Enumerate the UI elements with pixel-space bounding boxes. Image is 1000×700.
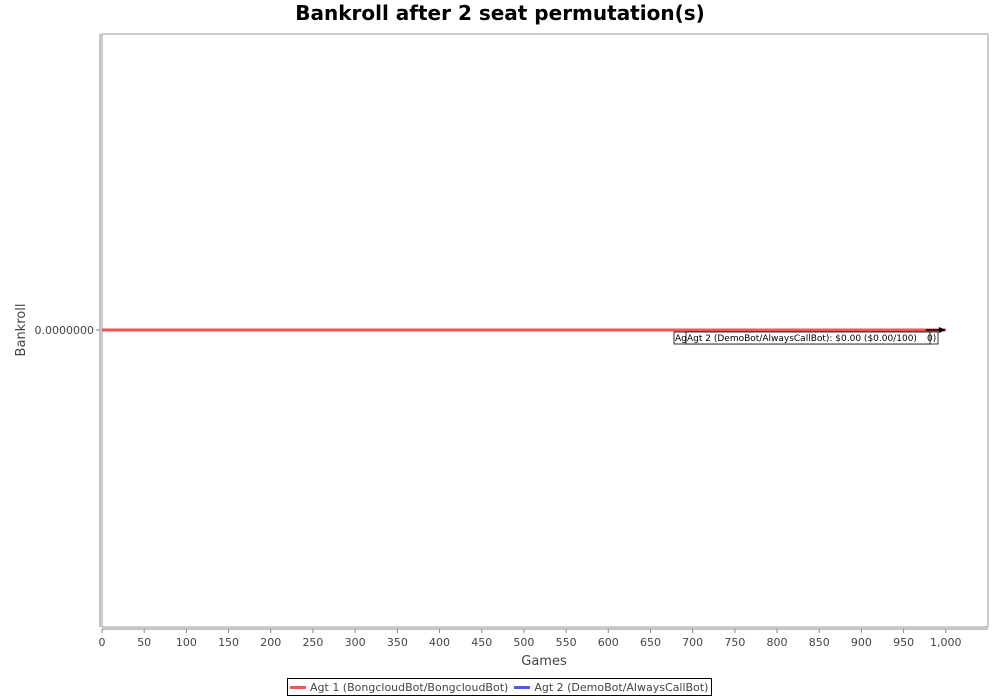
annotation-text-prefix: Ag [675, 334, 687, 344]
x-tick-label: 850 [809, 636, 830, 649]
x-tick-label: 350 [387, 636, 408, 649]
x-tick-label: 0 [99, 636, 106, 649]
legend: Agt 1 (BongcloudBot/BongcloudBot) Agt 2 … [287, 678, 713, 696]
chart-title: Bankroll after 2 seat permutation(s) [295, 1, 705, 25]
legend-label-agt-2: Agt 2 (DemoBot/AlwaysCallBot) [534, 680, 709, 694]
legend-swatch-agt-1 [290, 685, 306, 689]
x-tick-label: 500 [513, 636, 534, 649]
annotation-text: Agt 2 (DemoBot/AlwaysCallBot): $0.00 ($0… [687, 334, 917, 344]
y-axis-label: Bankroll [14, 304, 29, 357]
x-tick-label: 50 [137, 636, 151, 649]
x-tick-label: 800 [767, 636, 788, 649]
x-tick-label: 1,000 [930, 636, 962, 649]
x-axis-label: Games [521, 654, 567, 669]
x-tick-label: 400 [429, 636, 450, 649]
x-tick-label: 450 [471, 636, 492, 649]
annotation-box-overlap [685, 331, 931, 345]
x-tick-label: 600 [598, 636, 619, 649]
x-tick-label: 300 [345, 636, 366, 649]
x-tick-label: 550 [556, 636, 577, 649]
x-tick-label: 900 [851, 636, 872, 649]
x-tick-label: 950 [893, 636, 914, 649]
x-tick-label: 200 [260, 636, 281, 649]
annotation-text-suffix: 0) [927, 334, 936, 344]
annotation-arrow-head [938, 327, 946, 333]
x-tick-label: 650 [640, 636, 661, 649]
legend-swatch-agt-2 [514, 685, 531, 689]
x-tick-label: 250 [302, 636, 323, 649]
legend-label-agt-1: Agt 1 (BongcloudBot/BongcloudBot) [310, 680, 509, 694]
y-tick-label: 0.0000000 [35, 324, 95, 337]
x-tick-label: 750 [724, 636, 745, 649]
x-tick-label: 150 [218, 636, 239, 649]
x-tick-label: 700 [682, 636, 703, 649]
legend-item-agt-2: Agt 2 (DemoBot/AlwaysCallBot) [514, 681, 708, 694]
legend-item-agt-1: Agt 1 (BongcloudBot/BongcloudBot) [290, 681, 508, 694]
x-tick-label: 100 [176, 636, 197, 649]
